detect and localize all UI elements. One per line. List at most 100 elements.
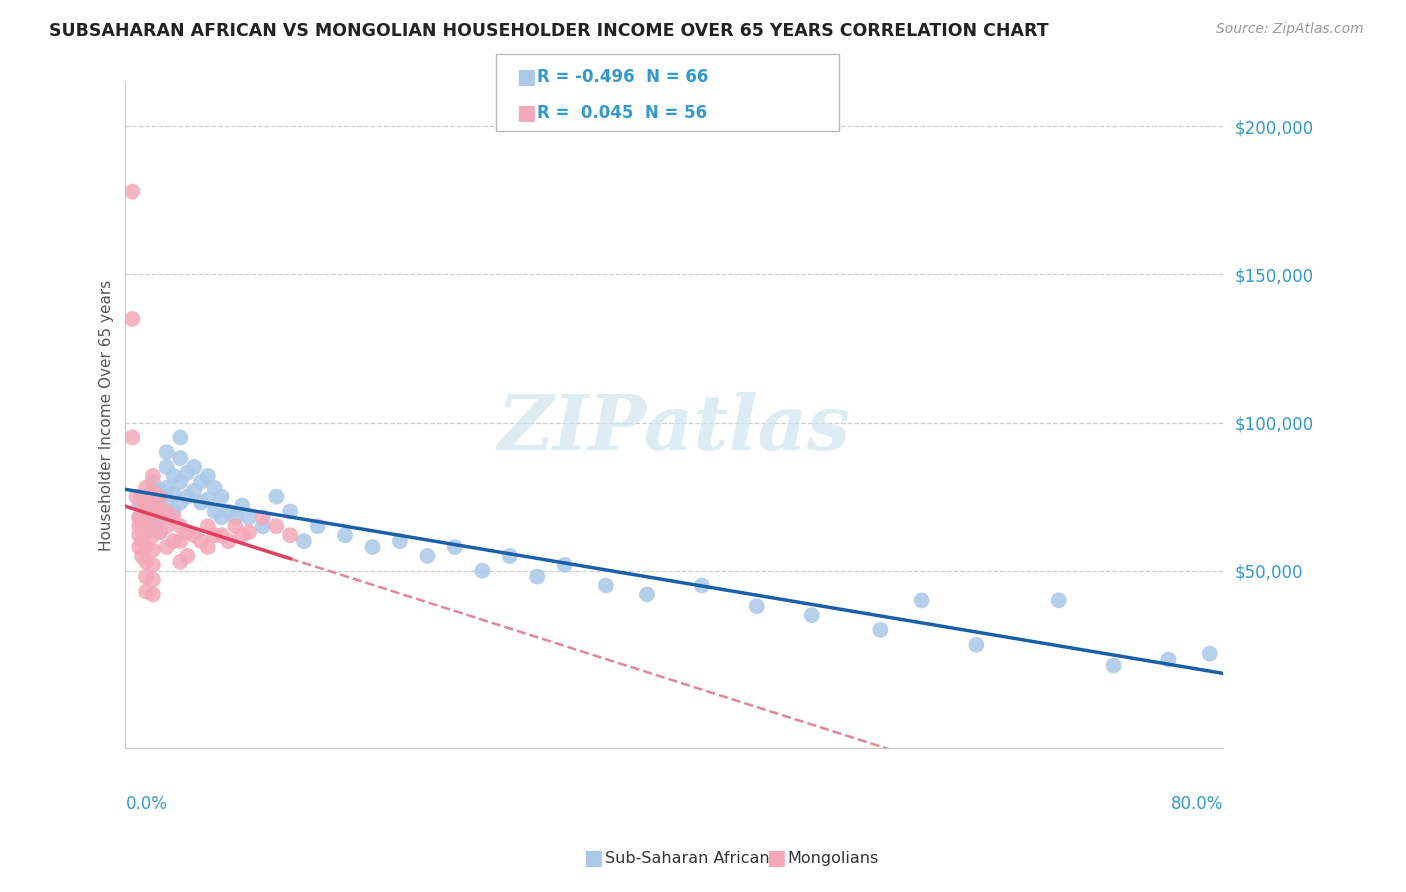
Point	[142, 475, 165, 489]
Text: SUBSAHARAN AFRICAN VS MONGOLIAN HOUSEHOLDER INCOME OVER 65 YEARS CORRELATION CHA: SUBSAHARAN AFRICAN VS MONGOLIAN HOUSEHOL…	[49, 22, 1049, 40]
Point	[1102, 658, 1125, 673]
Point	[142, 587, 165, 601]
Point	[1047, 593, 1070, 607]
Point	[128, 540, 150, 554]
Point	[142, 499, 165, 513]
Point	[183, 483, 205, 498]
Point	[307, 519, 329, 533]
Point	[149, 499, 172, 513]
Text: ■: ■	[583, 848, 603, 868]
Text: Source: ZipAtlas.com: Source: ZipAtlas.com	[1216, 22, 1364, 37]
Point	[292, 534, 315, 549]
Point	[252, 510, 274, 524]
Y-axis label: Householder Income Over 65 years: Householder Income Over 65 years	[100, 279, 114, 551]
Point	[156, 504, 179, 518]
Point	[278, 528, 301, 542]
Point	[156, 495, 179, 509]
Point	[149, 490, 172, 504]
Point	[125, 490, 148, 504]
Point	[204, 481, 226, 495]
Point	[169, 495, 191, 509]
Text: 0.0%: 0.0%	[125, 795, 167, 814]
Point	[162, 534, 184, 549]
Point	[176, 490, 198, 504]
Point	[142, 483, 165, 498]
Point	[135, 569, 157, 583]
Point	[142, 543, 165, 558]
Point	[333, 528, 356, 542]
Point	[266, 490, 288, 504]
Text: Mongolians: Mongolians	[787, 851, 879, 865]
Point	[211, 490, 233, 504]
Point	[162, 504, 184, 518]
Point	[183, 528, 205, 542]
Point	[690, 578, 713, 592]
Point	[224, 519, 246, 533]
Point	[266, 519, 288, 533]
Point	[149, 510, 172, 524]
Point	[554, 558, 576, 572]
Point	[197, 469, 219, 483]
Point	[156, 510, 179, 524]
Point	[156, 540, 179, 554]
Point	[869, 623, 891, 637]
Point	[636, 587, 658, 601]
Point	[526, 569, 548, 583]
Point	[156, 481, 179, 495]
Point	[197, 492, 219, 507]
Point	[169, 451, 191, 466]
Text: R =  0.045  N = 56: R = 0.045 N = 56	[537, 104, 707, 122]
Point	[121, 312, 143, 326]
Point	[135, 584, 157, 599]
Point	[204, 528, 226, 542]
Point	[444, 540, 467, 554]
Point	[965, 638, 987, 652]
Point	[204, 504, 226, 518]
Point	[176, 525, 198, 540]
Point	[169, 475, 191, 489]
Point	[156, 519, 179, 533]
Point	[1157, 652, 1180, 666]
Text: 80.0%: 80.0%	[1171, 795, 1223, 814]
Point	[135, 510, 157, 524]
Text: ■: ■	[766, 848, 786, 868]
Text: Sub-Saharan Africans: Sub-Saharan Africans	[605, 851, 778, 865]
Point	[169, 430, 191, 444]
Point	[190, 495, 212, 509]
Point	[149, 525, 172, 540]
Point	[224, 510, 246, 524]
Point	[499, 549, 522, 563]
Point	[169, 555, 191, 569]
Point	[745, 599, 768, 614]
Point	[197, 519, 219, 533]
Point	[238, 525, 260, 540]
Point	[1198, 647, 1220, 661]
Point	[231, 528, 253, 542]
Point	[231, 499, 253, 513]
Point	[131, 504, 153, 518]
Point	[131, 490, 153, 504]
Point	[142, 495, 165, 509]
Point	[142, 528, 165, 542]
Point	[142, 519, 165, 533]
Point	[135, 540, 157, 554]
Point	[176, 466, 198, 480]
Point	[162, 510, 184, 524]
Point	[388, 534, 411, 549]
Point	[142, 513, 165, 527]
Point	[162, 469, 184, 483]
Point	[128, 528, 150, 542]
Point	[800, 608, 823, 623]
Point	[149, 504, 172, 518]
Text: ■: ■	[516, 103, 536, 123]
Point	[162, 486, 184, 500]
Point	[595, 578, 617, 592]
Point	[131, 519, 153, 533]
Point	[142, 558, 165, 572]
Point	[217, 534, 239, 549]
Point	[142, 573, 165, 587]
Text: ZIPatlas: ZIPatlas	[498, 392, 851, 466]
Point	[135, 504, 157, 518]
Point	[156, 460, 179, 475]
Point	[169, 534, 191, 549]
